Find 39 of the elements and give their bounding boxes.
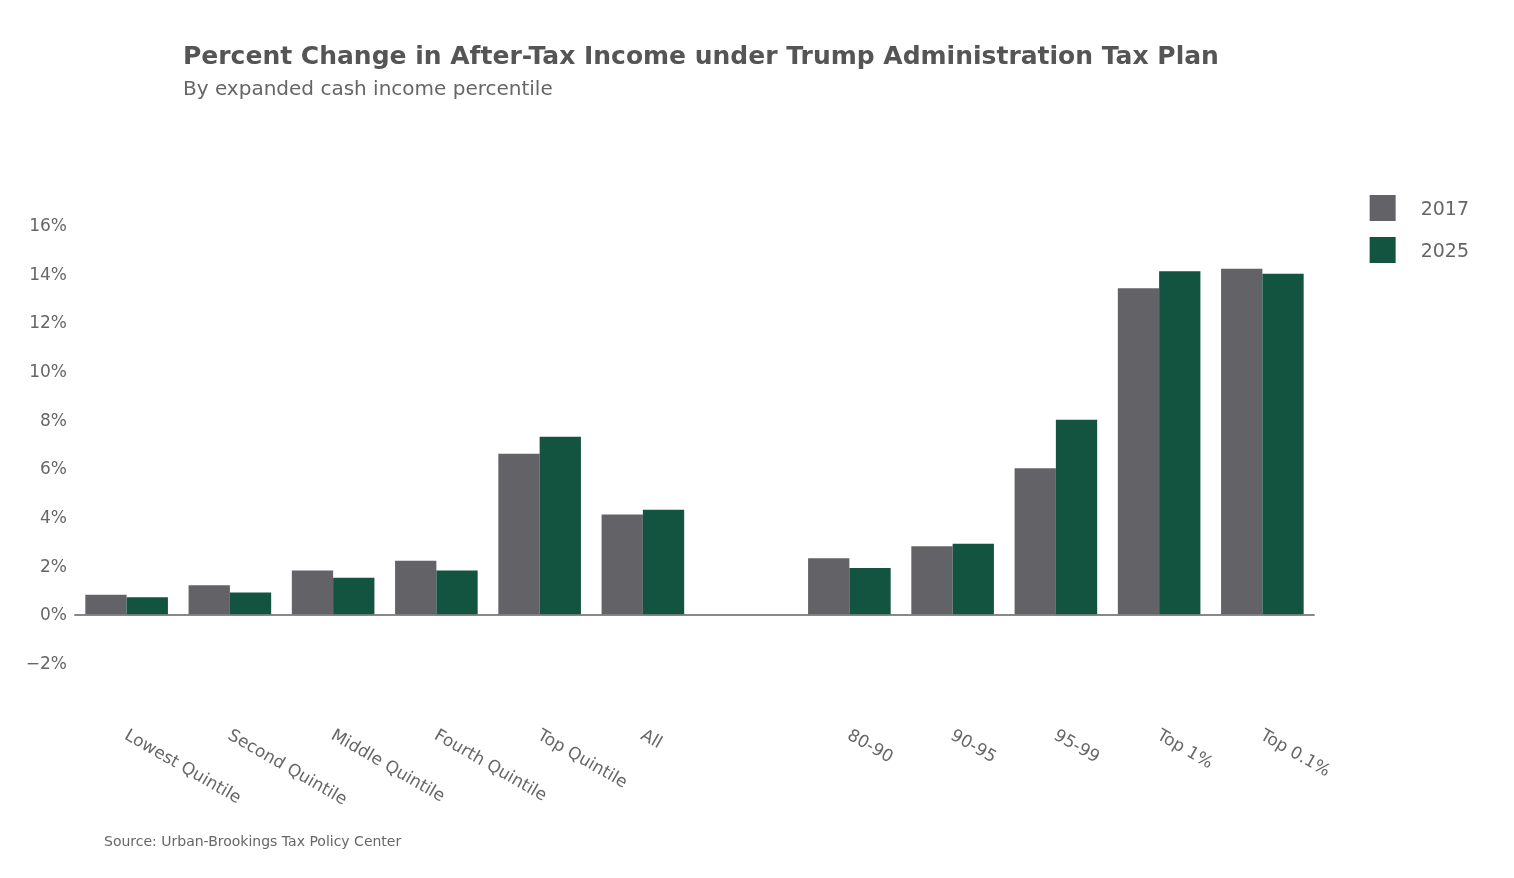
y-tick-label: 6% [40,458,67,479]
x-tick-label: Top 1% [1153,723,1217,773]
y-tick-label: −2% [25,653,67,673]
legend-label: 2017 [1420,197,1470,219]
y-tick-label: 12% [29,312,67,333]
chart-subtitle: By expanded cash income percentile [183,76,553,100]
y-tick-label: 0% [40,604,67,625]
chart-title: Percent Change in After-Tax Income under Trump Administration Tax Plan [183,41,1219,70]
bar [539,436,581,615]
bar [849,568,891,615]
bar [291,570,334,615]
bar [642,509,685,615]
bar [1055,419,1098,615]
y-tick-label: 10% [29,361,67,381]
y-tick-label: 14% [29,263,67,284]
bar [333,577,375,615]
bar [1159,271,1201,615]
bar [395,560,437,615]
bar [85,594,127,615]
y-tick-label: 8% [40,409,67,430]
bar [498,453,540,615]
y-tick-label: 2% [40,555,67,576]
bar [1117,288,1160,615]
bar [188,585,230,615]
legend-label: 2025 [1420,239,1470,261]
bar [126,597,168,615]
y-tick-label: 16% [29,215,67,235]
bar [911,546,953,615]
x-tick-label: All [637,724,667,753]
bar [952,543,994,615]
bar [601,514,643,615]
bar [808,558,850,615]
bar [1262,273,1304,615]
y-tick-label: 4% [40,507,67,527]
bar [229,592,272,615]
bar [1221,268,1263,615]
bar [436,570,478,615]
source-note: Source: Urban-Brookings Tax Policy Center [104,833,402,849]
bar [1014,468,1056,615]
